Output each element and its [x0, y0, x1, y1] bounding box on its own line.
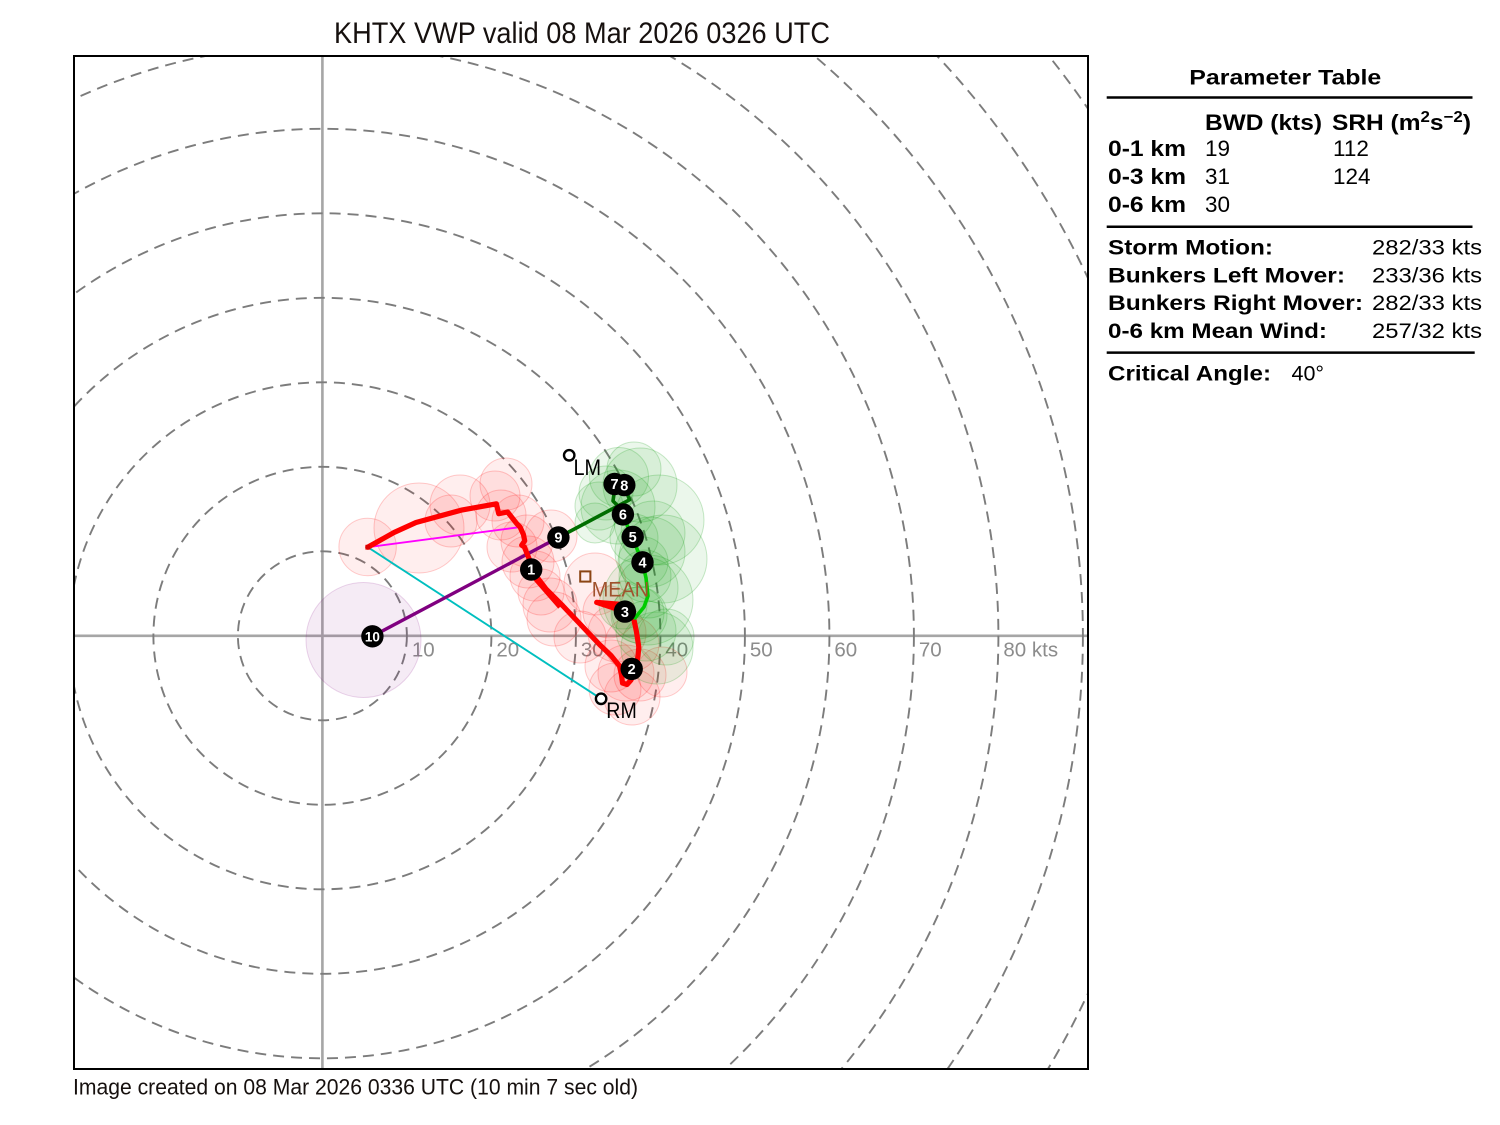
- svg-text:Critical Angle:: Critical Angle:: [1108, 362, 1271, 386]
- svg-text:Storm Motion:: Storm Motion:: [1108, 236, 1273, 259]
- svg-text:10: 10: [412, 639, 435, 662]
- svg-text:8: 8: [620, 478, 628, 494]
- svg-text:282/33 kts: 282/33 kts: [1372, 236, 1482, 259]
- svg-text:5: 5: [629, 530, 637, 546]
- svg-text:0-6 km: 0-6 km: [1108, 192, 1186, 217]
- svg-text:KHTX VWP valid 08 Mar 2026 032: KHTX VWP valid 08 Mar 2026 0326 UTC: [334, 17, 830, 50]
- svg-text:1: 1: [527, 563, 535, 579]
- svg-text:0-1 km: 0-1 km: [1108, 136, 1186, 161]
- svg-text:31: 31: [1205, 164, 1230, 189]
- svg-text:6: 6: [619, 508, 627, 524]
- svg-text:20: 20: [496, 639, 519, 662]
- svg-text:10: 10: [365, 630, 380, 645]
- svg-text:4: 4: [638, 556, 646, 572]
- svg-text:40: 40: [665, 639, 688, 662]
- svg-text:80 kts: 80 kts: [1003, 639, 1058, 662]
- svg-text:MEAN: MEAN: [592, 579, 650, 602]
- svg-text:70: 70: [919, 639, 942, 662]
- svg-text:0-6 km Mean Wind:: 0-6 km Mean Wind:: [1108, 320, 1327, 343]
- svg-text:124: 124: [1333, 164, 1371, 189]
- svg-text:Bunkers Right Mover:: Bunkers Right Mover:: [1108, 292, 1363, 315]
- svg-text:40°: 40°: [1292, 362, 1325, 386]
- svg-text:112: 112: [1333, 136, 1369, 161]
- svg-text:Image created on 08 Mar 2026 0: Image created on 08 Mar 2026 0336 UTC (1…: [73, 1075, 638, 1100]
- svg-text:19: 19: [1205, 136, 1230, 161]
- svg-text:30: 30: [1205, 192, 1230, 217]
- svg-text:282/33 kts: 282/33 kts: [1372, 292, 1482, 315]
- svg-text:9: 9: [554, 531, 562, 547]
- svg-text:0-3 km: 0-3 km: [1108, 164, 1186, 189]
- svg-text:7: 7: [611, 477, 619, 493]
- svg-text:60: 60: [834, 639, 857, 662]
- svg-text:233/36 kts: 233/36 kts: [1372, 264, 1482, 287]
- svg-text:BWD (kts): BWD (kts): [1205, 110, 1322, 135]
- svg-text:257/32 kts: 257/32 kts: [1372, 320, 1482, 343]
- svg-text:50: 50: [750, 639, 773, 662]
- svg-text:Bunkers Left Mover:: Bunkers Left Mover:: [1108, 264, 1345, 287]
- svg-text:2: 2: [628, 662, 636, 678]
- svg-text:Parameter Table: Parameter Table: [1189, 66, 1381, 90]
- svg-text:RM: RM: [606, 698, 637, 723]
- svg-text:3: 3: [621, 605, 629, 621]
- svg-text:LM: LM: [574, 455, 602, 480]
